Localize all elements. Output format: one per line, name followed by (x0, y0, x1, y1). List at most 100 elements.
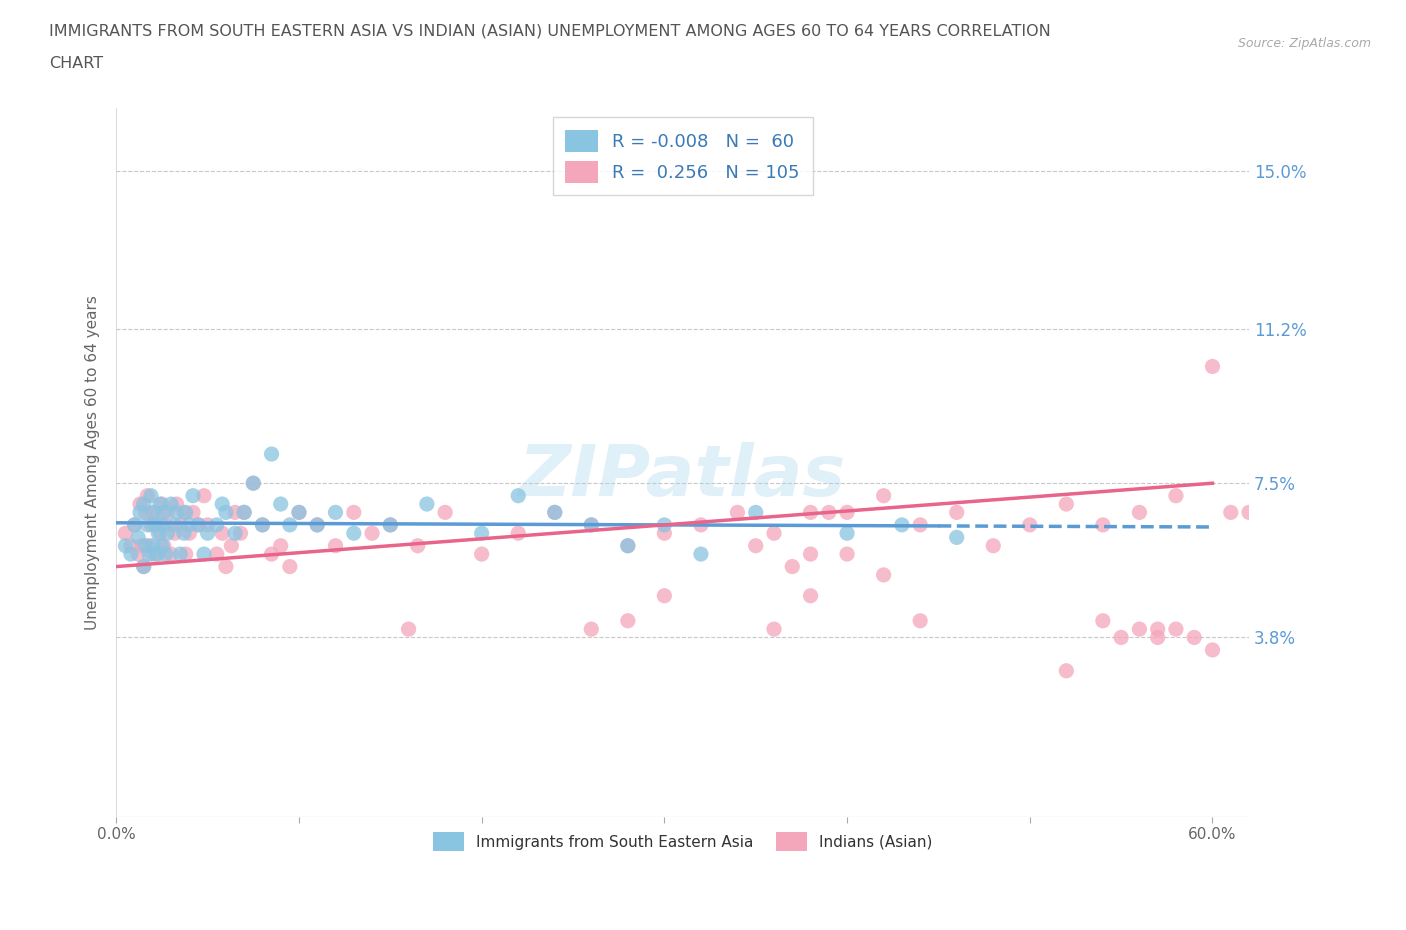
Point (229, 525, 252, 540)
Point (343, 505, 366, 520)
Point (169, 547, 191, 562)
Point (152, 538, 174, 553)
Y-axis label: Unemployment Among Ages 60 to 64 years: Unemployment Among Ages 60 to 64 years (86, 295, 100, 630)
Point (835, 525, 858, 540)
Point (380, 517, 402, 532)
Point (139, 517, 162, 532)
Point (142, 538, 165, 553)
Point (416, 497, 439, 512)
Point (690, 547, 713, 562)
Point (745, 538, 768, 553)
Point (398, 621, 420, 636)
Point (132, 559, 155, 574)
Point (181, 505, 204, 520)
Point (835, 547, 858, 562)
Point (799, 547, 821, 562)
Point (163, 517, 186, 532)
Text: IMMIGRANTS FROM SOUTH EASTERN ASIA VS INDIAN (ASIAN) UNEMPLOYMENT AMONG AGES 60 : IMMIGRANTS FROM SOUTH EASTERN ASIA VS IN… (49, 23, 1050, 38)
Point (252, 517, 274, 532)
Point (138, 547, 160, 562)
Point (124, 517, 146, 532)
Point (155, 547, 177, 562)
Point (187, 517, 209, 532)
Point (233, 505, 256, 520)
Point (945, 530, 967, 545)
Point (654, 517, 676, 532)
Point (1128, 621, 1150, 636)
Point (617, 613, 640, 628)
Point (799, 589, 821, 604)
Point (890, 517, 912, 532)
Point (152, 505, 174, 520)
Point (654, 525, 676, 540)
Point (221, 538, 243, 553)
Point (124, 517, 146, 532)
Point (835, 505, 858, 520)
Point (654, 589, 676, 604)
Point (780, 559, 803, 574)
Point (471, 547, 494, 562)
Point (278, 517, 301, 532)
Point (1310, 589, 1333, 604)
Point (981, 538, 1004, 553)
Point (252, 517, 274, 532)
Point (361, 525, 384, 540)
Point (173, 525, 195, 540)
Point (193, 488, 215, 503)
Point (1128, 505, 1150, 520)
Point (945, 505, 967, 520)
Text: Source: ZipAtlas.com: Source: ZipAtlas.com (1237, 37, 1371, 50)
Point (762, 525, 785, 540)
Point (169, 517, 191, 532)
Point (581, 621, 603, 636)
Point (156, 505, 179, 520)
Point (1109, 630, 1132, 644)
Point (224, 525, 246, 540)
Point (215, 505, 238, 520)
Point (242, 476, 264, 491)
Point (139, 488, 162, 503)
Point (129, 505, 152, 520)
Point (173, 505, 195, 520)
Point (325, 538, 347, 553)
Point (143, 517, 166, 532)
Point (174, 505, 197, 520)
Point (1164, 621, 1187, 636)
Point (1274, 580, 1296, 595)
Point (1347, 621, 1369, 636)
Point (114, 538, 136, 553)
Point (132, 559, 155, 574)
Point (181, 488, 204, 503)
Point (1164, 488, 1187, 503)
Point (581, 517, 603, 532)
Point (127, 530, 149, 545)
Point (1384, 538, 1406, 553)
Point (187, 517, 209, 532)
Point (179, 517, 201, 532)
Point (1201, 359, 1223, 374)
Point (278, 559, 301, 574)
Point (406, 538, 429, 553)
Point (166, 497, 188, 512)
Point (215, 559, 238, 574)
Point (617, 538, 640, 553)
Point (307, 517, 329, 532)
Point (193, 547, 215, 562)
Point (136, 488, 159, 503)
Point (270, 538, 292, 553)
Point (142, 547, 165, 562)
Text: CHART: CHART (49, 56, 103, 71)
Point (544, 505, 567, 520)
Point (120, 547, 142, 562)
Point (260, 547, 283, 562)
Point (134, 505, 156, 520)
Point (160, 497, 183, 512)
Point (508, 488, 530, 503)
Point (155, 517, 177, 532)
Point (307, 517, 329, 532)
Point (233, 505, 256, 520)
Point (166, 505, 188, 520)
Point (1347, 476, 1369, 491)
Point (508, 525, 530, 540)
Point (197, 525, 219, 540)
